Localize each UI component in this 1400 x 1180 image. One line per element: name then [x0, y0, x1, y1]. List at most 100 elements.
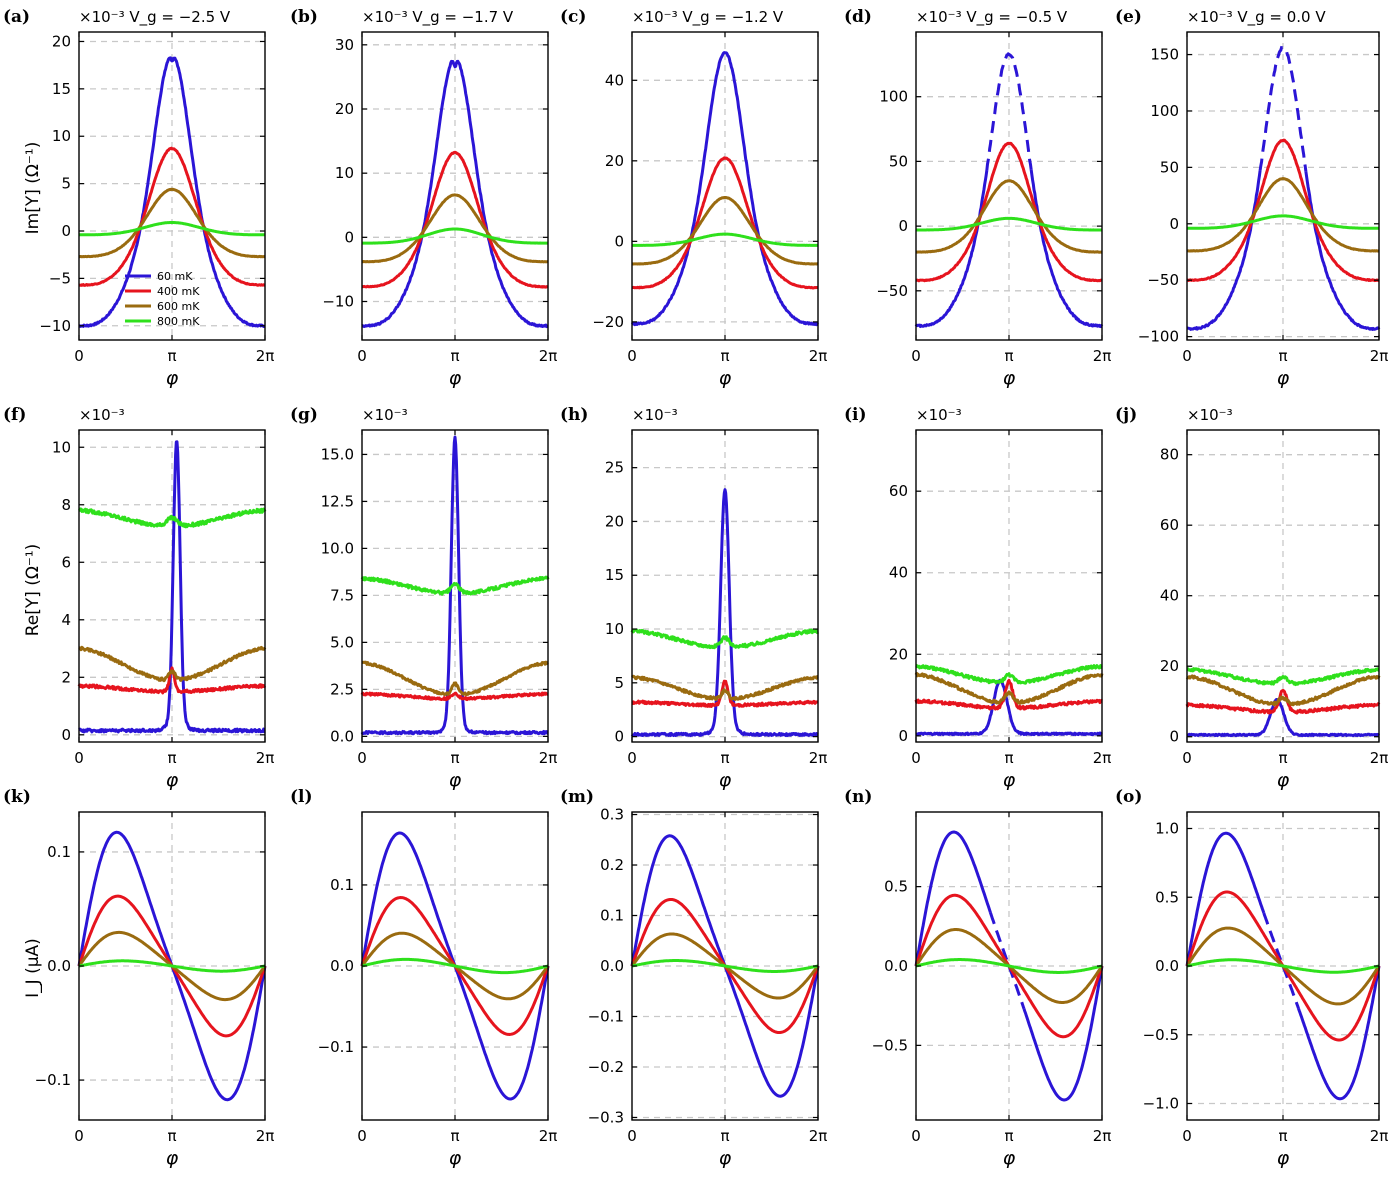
ytick-label: 0	[614, 232, 624, 250]
xtick-label: π	[167, 1127, 176, 1145]
ytick-label: 20	[1160, 657, 1179, 675]
xtick-label: 2π	[539, 347, 558, 365]
xtick-label: 2π	[1093, 347, 1112, 365]
panel-label: (n)	[844, 787, 872, 807]
xlabel: φ	[166, 1147, 179, 1169]
ytick-label: −1.0	[1143, 1095, 1179, 1113]
series-800mk	[1186, 667, 1380, 687]
series-400mk	[915, 141, 1103, 283]
xtick-label: 0	[627, 749, 637, 767]
xtick-label: 2π	[1370, 347, 1389, 365]
xtick-label: 2π	[256, 1127, 275, 1145]
panel-label: (o)	[1115, 787, 1142, 807]
ytick-label: −50	[1147, 271, 1179, 289]
series-60mk	[630, 51, 819, 327]
ytick-label: 0.5	[1155, 888, 1179, 906]
panel-i: 0 20 40 60 0 π 2π φ (i) ×10⁻³	[844, 405, 1111, 791]
series-800mk	[1186, 958, 1380, 974]
ytick-label: −5	[49, 269, 71, 287]
ytick-label: 0.0	[330, 957, 354, 975]
top-note: ×10⁻³ V_g = −2.5 V	[79, 8, 231, 27]
panel-label: (h)	[560, 405, 588, 425]
ytick-label: 0.1	[47, 843, 71, 861]
ylabel-re: Re[Y] (Ω⁻¹)	[23, 544, 43, 637]
xlabel: φ	[719, 1147, 732, 1169]
ytick-label: 4	[61, 611, 71, 629]
ytick-label: 7.5	[330, 586, 354, 604]
ytick-label: 100	[1150, 102, 1179, 120]
panel-label: (a)	[3, 7, 30, 27]
series-60mk	[915, 678, 1103, 737]
panel-label: (j)	[1115, 405, 1137, 425]
ytick-label: −0.5	[1143, 1026, 1179, 1044]
ytick-label: 0	[898, 727, 908, 745]
ytick-label: 15	[52, 80, 71, 98]
xtick-label: π	[720, 749, 729, 767]
ytick-label: 0	[344, 228, 354, 246]
ytick-label: 10	[52, 127, 71, 145]
ylabel-im: Im[Y] (Ω⁻¹)	[23, 142, 43, 235]
ytick-label: 12.5	[321, 492, 354, 510]
series-60mk	[1186, 698, 1381, 738]
series-600mk	[631, 196, 819, 266]
series-60mk	[1297, 965, 1381, 1101]
xtick-label: π	[1004, 1127, 1013, 1145]
xtick-label: π	[720, 347, 729, 365]
series-800mk	[915, 216, 1103, 232]
xtick-label: 2π	[809, 347, 828, 365]
xtick-label: 0	[1182, 1127, 1192, 1145]
top-note: ×10⁻³	[79, 406, 125, 424]
ytick-label: −0.5	[872, 1036, 908, 1054]
ytick-label: 50	[1160, 158, 1179, 176]
ytick-label: 20	[335, 100, 354, 118]
ytick-label: −10	[322, 293, 354, 311]
series-400mk	[361, 150, 549, 289]
series-60mk	[1185, 831, 1266, 967]
series-60mk	[1304, 171, 1381, 331]
ytick-label: 0	[614, 728, 624, 746]
ytick-label: 80	[1160, 446, 1179, 464]
ytick-label: −50	[876, 282, 908, 300]
xlabel: φ	[166, 367, 179, 389]
legend-entry: 800 mK	[157, 315, 200, 328]
legend-entry: 60 mK	[157, 270, 193, 283]
xlabel: φ	[1277, 367, 1290, 389]
ytick-label: 100	[879, 88, 908, 106]
ytick-label: 0.0	[330, 727, 354, 745]
xtick-label: 2π	[1370, 749, 1389, 767]
xtick-label: π	[720, 1127, 729, 1145]
series-600mk	[915, 179, 1103, 254]
series-600mk	[1185, 674, 1381, 707]
xtick-label: π	[1278, 749, 1287, 767]
series-600mk	[78, 645, 267, 683]
panel-label: (m)	[560, 787, 594, 807]
top-note: ×10⁻³	[916, 406, 962, 424]
ytick-label: 0.3	[600, 806, 624, 824]
panel-label: (d)	[844, 7, 872, 27]
xtick-label: 0	[911, 749, 921, 767]
series-60mk-dashed	[1262, 912, 1300, 1009]
series-60mk	[1186, 170, 1262, 331]
panel-b: −10 0 10 20 30 0 π 2π φ (b) ×10⁻³ V_g = −1.7 V	[290, 7, 557, 389]
xtick-label: 2π	[256, 347, 275, 365]
panel-h: 0 5 10 15 20 25 0 π 2π φ (h) ×10⁻³	[560, 405, 827, 791]
ytick-label: 1.0	[1155, 820, 1179, 838]
panel-o: −1.0 −0.5 0.0 0.5 1.0 0 π 2π φ (o)	[1115, 787, 1388, 1169]
xlabel: φ	[1003, 1147, 1016, 1169]
ytick-label: 15.0	[321, 445, 354, 463]
series-60mk	[630, 488, 819, 737]
ytick-label: 20	[52, 32, 71, 50]
ytick-label: 0.2	[600, 856, 624, 874]
ytick-label: 10.0	[321, 539, 354, 557]
ytick-label: 0.0	[47, 957, 71, 975]
xtick-label: π	[167, 749, 176, 767]
xlabel: φ	[449, 769, 462, 791]
xtick-label: 0	[357, 1127, 367, 1145]
xtick-label: 0	[627, 347, 637, 365]
xtick-label: 0	[1182, 347, 1192, 365]
panel-g: 0.0 2.5 5.0 7.5 10.0 12.5 15.0 0 π 2π φ (g) ×10⁻³	[290, 405, 557, 791]
ytick-label: −0.3	[588, 1108, 624, 1126]
ytick-label: 0	[1169, 215, 1179, 233]
